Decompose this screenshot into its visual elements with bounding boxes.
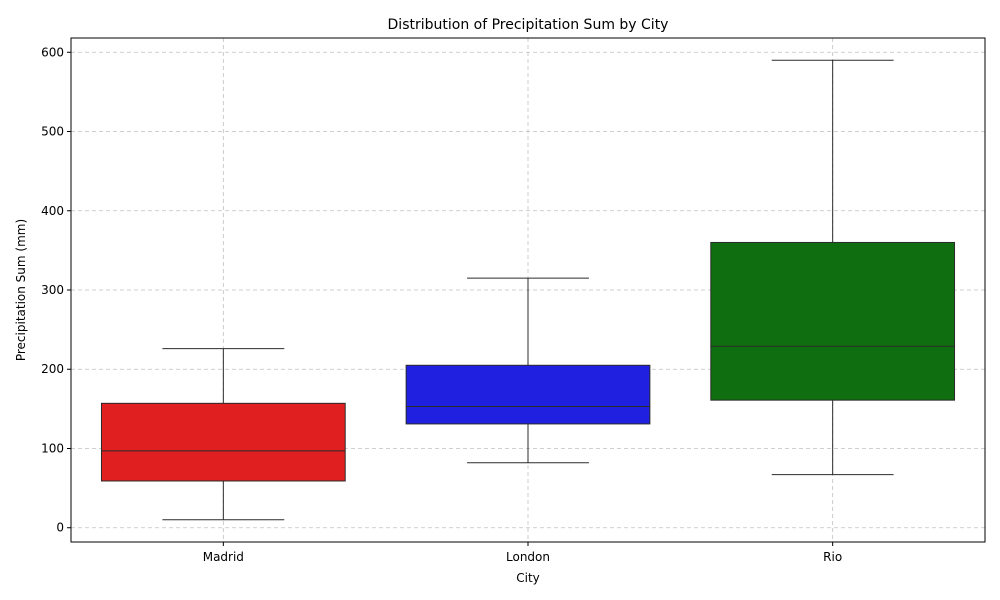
iqr-box — [100, 402, 346, 482]
y-tick-label: 0 — [56, 521, 64, 535]
x-axis-label: City — [516, 571, 540, 585]
y-axis-ticks: 0 100 200 300 400 500 600 — [41, 45, 71, 535]
y-tick-label: 100 — [41, 441, 64, 455]
y-axis-label: Precipitation Sum (mm) — [14, 219, 28, 361]
iqr-box — [405, 364, 651, 425]
box-london — [405, 277, 651, 464]
x-tick-label: Rio — [823, 550, 842, 564]
y-tick-label: 400 — [41, 204, 64, 218]
box-madrid — [100, 348, 346, 521]
x-tick-label: London — [506, 550, 550, 564]
box-rio — [710, 59, 956, 476]
iqr-box — [710, 241, 956, 401]
y-tick-label: 600 — [41, 45, 64, 59]
boxes-layer — [100, 59, 956, 521]
y-tick-label: 200 — [41, 362, 64, 376]
x-tick-label: Madrid — [203, 550, 244, 564]
chart-title: Distribution of Precipitation Sum by Cit… — [388, 17, 669, 33]
y-tick-label: 500 — [41, 125, 64, 139]
y-tick-label: 300 — [41, 283, 64, 297]
x-axis-ticks: Madrid London Rio — [203, 542, 842, 564]
